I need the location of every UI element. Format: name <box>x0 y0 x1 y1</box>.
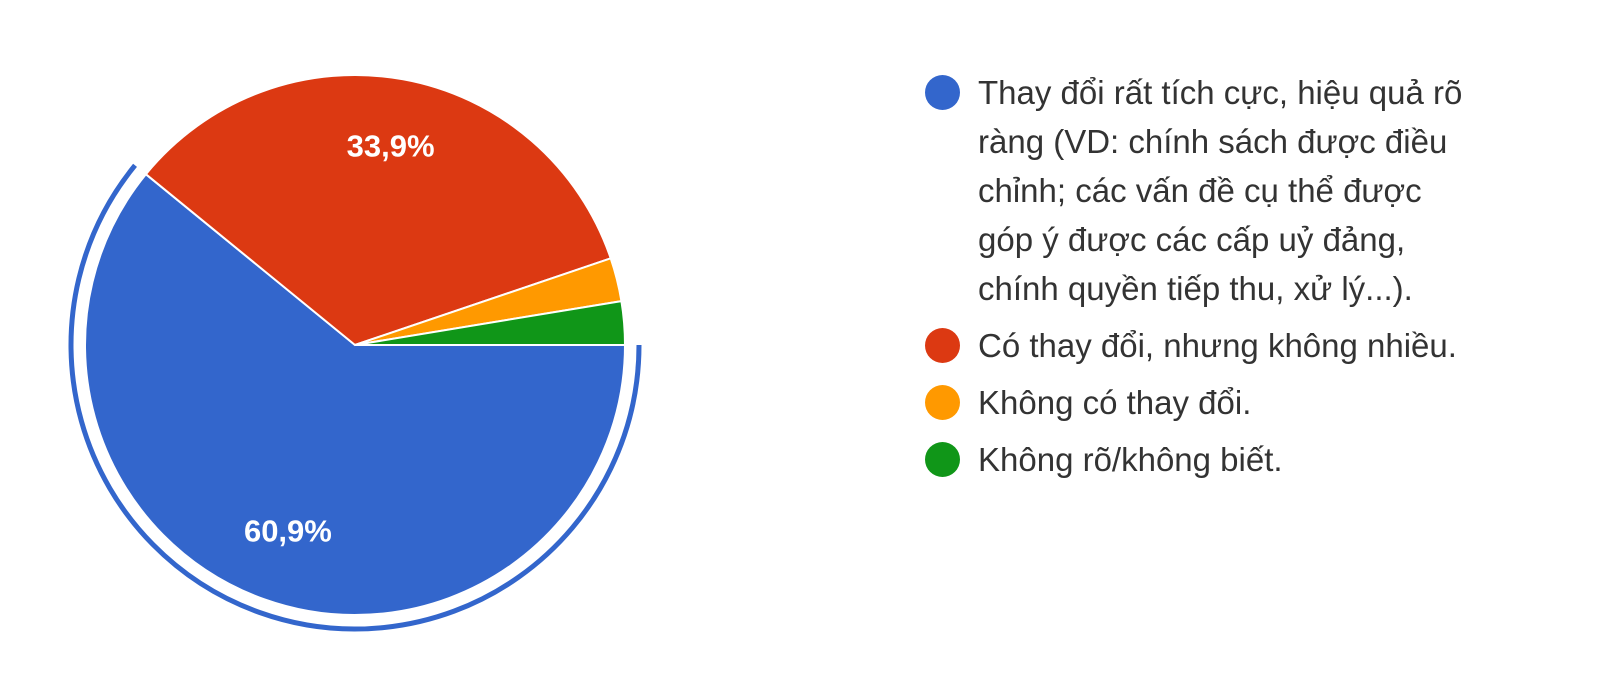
slice-label: 60,9% <box>244 513 332 548</box>
legend-item: Thay đổi rất tích cực, hiệu quả rõ ràng … <box>925 68 1485 313</box>
legend: Thay đổi rất tích cực, hiệu quả rõ ràng … <box>925 68 1485 484</box>
legend-swatch <box>925 328 960 363</box>
slice-label: 33,9% <box>347 129 435 164</box>
legend-item: Có thay đổi, nhưng không nhiều. <box>925 321 1485 370</box>
legend-label: Thay đổi rất tích cực, hiệu quả rõ ràng … <box>978 74 1463 307</box>
legend-label: Không rõ/không biết. <box>978 441 1283 478</box>
pie-slice <box>144 74 612 347</box>
legend-label: Có thay đổi, nhưng không nhiều. <box>978 327 1457 364</box>
legend-swatch <box>925 75 960 110</box>
pie-slice <box>354 299 627 346</box>
selection-ring <box>68 163 642 632</box>
legend-swatch <box>925 385 960 420</box>
legend-item: Không rõ/không biết. <box>925 435 1485 484</box>
legend-label: Không có thay đổi. <box>978 384 1252 421</box>
legend-item: Không có thay đổi. <box>925 378 1485 427</box>
pie-chart: 60,9% 33,9% <box>68 74 642 632</box>
legend-swatch <box>925 442 960 477</box>
pie-slice <box>84 172 627 616</box>
